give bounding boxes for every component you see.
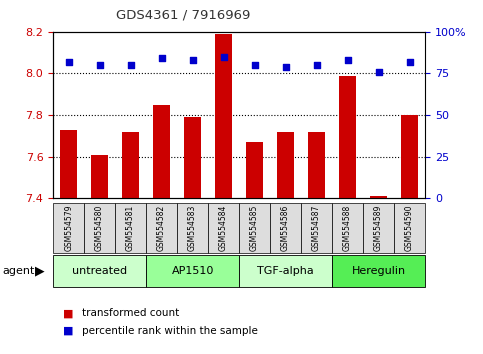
Text: GDS4361 / 7916969: GDS4361 / 7916969 bbox=[116, 9, 251, 22]
FancyBboxPatch shape bbox=[146, 255, 239, 287]
Point bbox=[375, 69, 383, 75]
FancyBboxPatch shape bbox=[332, 255, 425, 287]
Text: GSM554586: GSM554586 bbox=[281, 205, 290, 251]
Bar bbox=[215, 34, 232, 198]
FancyBboxPatch shape bbox=[84, 202, 115, 253]
Point bbox=[251, 62, 258, 68]
Text: GSM554589: GSM554589 bbox=[374, 205, 383, 251]
Bar bbox=[339, 75, 356, 198]
Text: ■: ■ bbox=[63, 326, 73, 336]
FancyBboxPatch shape bbox=[115, 202, 146, 253]
FancyBboxPatch shape bbox=[239, 202, 270, 253]
Bar bbox=[370, 196, 387, 198]
FancyBboxPatch shape bbox=[146, 202, 177, 253]
Text: Heregulin: Heregulin bbox=[352, 266, 406, 276]
Point bbox=[189, 57, 197, 63]
Text: GSM554583: GSM554583 bbox=[188, 205, 197, 251]
Text: GSM554579: GSM554579 bbox=[64, 205, 73, 251]
FancyBboxPatch shape bbox=[208, 202, 239, 253]
Point bbox=[406, 59, 413, 65]
FancyBboxPatch shape bbox=[239, 255, 332, 287]
Bar bbox=[308, 132, 325, 198]
FancyBboxPatch shape bbox=[53, 202, 84, 253]
Point bbox=[220, 54, 227, 59]
Text: GSM554582: GSM554582 bbox=[157, 205, 166, 251]
Text: ■: ■ bbox=[63, 308, 73, 318]
Text: GSM554581: GSM554581 bbox=[126, 205, 135, 251]
Text: TGF-alpha: TGF-alpha bbox=[257, 266, 314, 276]
Bar bbox=[277, 132, 294, 198]
Point bbox=[344, 57, 352, 63]
Text: GSM554587: GSM554587 bbox=[312, 205, 321, 251]
Text: GSM554584: GSM554584 bbox=[219, 205, 228, 251]
Point bbox=[96, 62, 103, 68]
Text: agent: agent bbox=[2, 266, 35, 276]
FancyBboxPatch shape bbox=[301, 202, 332, 253]
Point bbox=[313, 62, 320, 68]
Point bbox=[158, 56, 166, 61]
FancyBboxPatch shape bbox=[394, 202, 425, 253]
Text: transformed count: transformed count bbox=[82, 308, 179, 318]
Point bbox=[127, 62, 134, 68]
FancyBboxPatch shape bbox=[270, 202, 301, 253]
Text: GSM554585: GSM554585 bbox=[250, 205, 259, 251]
Text: GSM554590: GSM554590 bbox=[405, 205, 414, 251]
Point bbox=[282, 64, 289, 70]
Point bbox=[65, 59, 72, 65]
FancyBboxPatch shape bbox=[332, 202, 363, 253]
Bar bbox=[246, 142, 263, 198]
Bar bbox=[91, 155, 108, 198]
Text: AP1510: AP1510 bbox=[171, 266, 214, 276]
Text: ▶: ▶ bbox=[35, 264, 45, 277]
Bar bbox=[401, 115, 418, 198]
Bar bbox=[184, 117, 201, 198]
Text: percentile rank within the sample: percentile rank within the sample bbox=[82, 326, 258, 336]
Bar bbox=[122, 132, 139, 198]
FancyBboxPatch shape bbox=[177, 202, 208, 253]
Text: GSM554580: GSM554580 bbox=[95, 205, 104, 251]
Bar bbox=[60, 130, 77, 198]
Bar bbox=[153, 105, 170, 198]
Text: GSM554588: GSM554588 bbox=[343, 205, 352, 251]
FancyBboxPatch shape bbox=[53, 255, 146, 287]
FancyBboxPatch shape bbox=[363, 202, 394, 253]
Text: untreated: untreated bbox=[72, 266, 127, 276]
